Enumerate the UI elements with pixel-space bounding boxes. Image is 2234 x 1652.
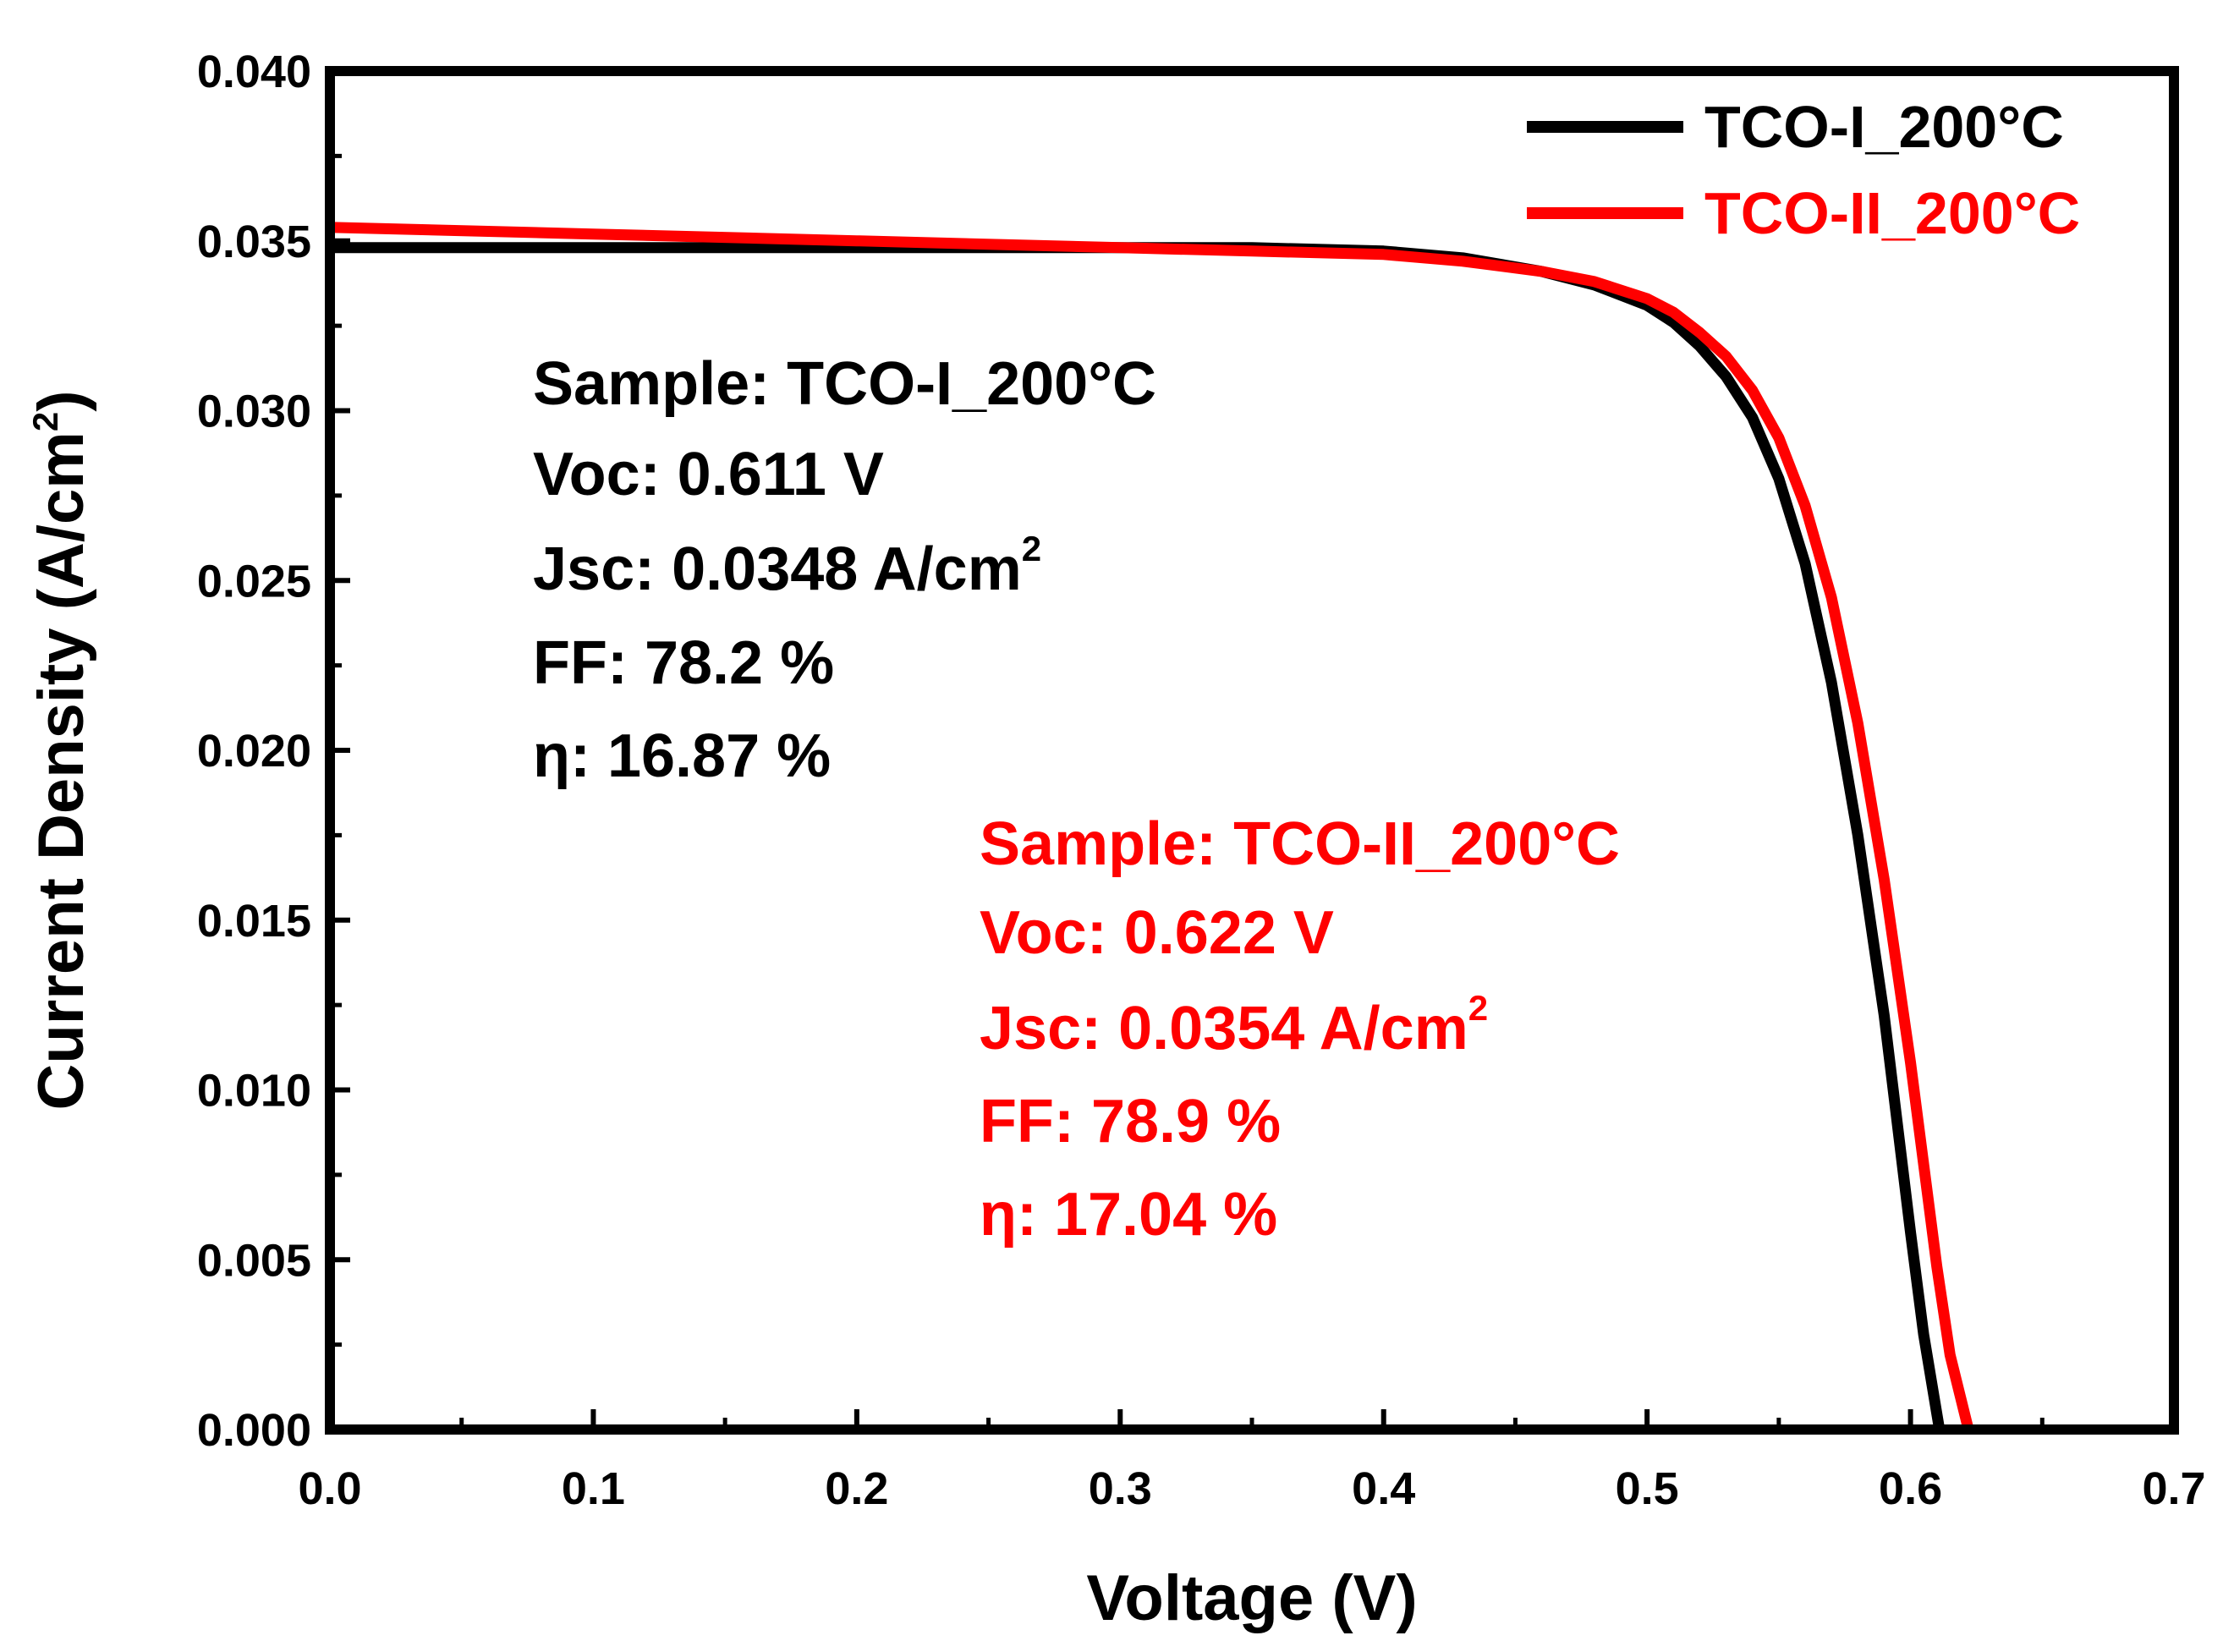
annotation-tco-i: Sample: TCO-I_200°C Voc: 0.611 V Jsc: 0.… xyxy=(533,350,1156,790)
anno-tco-i-sample: Sample: TCO-I_200°C xyxy=(533,350,1156,418)
series-layer xyxy=(329,222,1974,1431)
y-axis-title-main: Current Density (A/cm xyxy=(25,431,97,1110)
anno-tco-i-jsc: Jsc: 0.0348 A/cm2 xyxy=(533,529,1041,603)
x-tick-label: 0.3 xyxy=(1089,1463,1152,1514)
x-tick-label: 0.7 xyxy=(2142,1463,2205,1514)
anno-tco-i-jsc-sup: 2 xyxy=(1022,529,1041,568)
anno-tco-ii-sample: Sample: TCO-II_200°C xyxy=(980,810,1620,878)
y-tick-label: 0.005 xyxy=(197,1235,311,1286)
x-tick-label: 0.4 xyxy=(1352,1463,1415,1514)
y-tick-label: 0.015 xyxy=(197,896,311,947)
legend-label-tco-i: TCO-I_200°C xyxy=(1704,94,2064,160)
annotation-tco-ii: Sample: TCO-II_200°C Voc: 0.622 V Jsc: 0… xyxy=(980,810,1620,1249)
y-tick-label: 0.035 xyxy=(197,217,311,267)
y-tick-label: 0.025 xyxy=(197,556,311,606)
y-axis-title-close: ) xyxy=(25,390,97,411)
series-line-tco-ii xyxy=(329,222,1974,1431)
anno-tco-ii-voc: Voc: 0.622 V xyxy=(980,899,1334,967)
x-tick-label: 0.0 xyxy=(298,1463,361,1514)
anno-tco-i-ff: FF: 78.2 % xyxy=(533,629,834,697)
y-tick-label: 0.000 xyxy=(197,1405,311,1456)
y-tick-label: 0.040 xyxy=(197,47,311,97)
legend: TCO-I_200°C TCO-II_200°C xyxy=(1527,94,2080,246)
x-tick-label: 0.6 xyxy=(1879,1463,1942,1514)
x-tick-label: 0.5 xyxy=(1616,1463,1679,1514)
x-axis-title: Voltage (V) xyxy=(1086,1562,1417,1634)
anno-tco-ii-eta: η: 17.04 % xyxy=(980,1181,1277,1249)
y-tick-label: 0.010 xyxy=(197,1066,311,1117)
ticks-layer xyxy=(327,69,2176,1432)
anno-tco-i-voc: Voc: 0.611 V xyxy=(533,441,884,508)
anno-tco-ii-jsc-text: Jsc: 0.0354 A/cm xyxy=(980,995,1468,1062)
legend-label-tco-ii: TCO-II_200°C xyxy=(1704,180,2080,246)
x-tick-label: 0.2 xyxy=(825,1463,888,1514)
y-tick-label: 0.030 xyxy=(197,387,311,437)
y-tick-label: 0.020 xyxy=(197,726,311,777)
anno-tco-i-eta: η: 16.87 % xyxy=(533,722,831,790)
anno-tco-ii-ff: FF: 78.9 % xyxy=(980,1088,1281,1155)
anno-tco-i-jsc-text: Jsc: 0.0348 A/cm xyxy=(533,535,1022,603)
y-axis-title-sup: 2 xyxy=(25,412,65,431)
anno-tco-ii-jsc: Jsc: 0.0354 A/cm2 xyxy=(980,988,1488,1062)
labels-layer: 0.0 0.1 0.2 0.3 0.4 0.5 0.6 0.7 0.000 0.005 0.010 0… xyxy=(197,47,2206,1514)
anno-tco-ii-jsc-sup: 2 xyxy=(1468,988,1488,1028)
y-axis-title: Current Density (A/cm2) xyxy=(25,390,97,1110)
x-tick-label: 0.1 xyxy=(562,1463,625,1514)
